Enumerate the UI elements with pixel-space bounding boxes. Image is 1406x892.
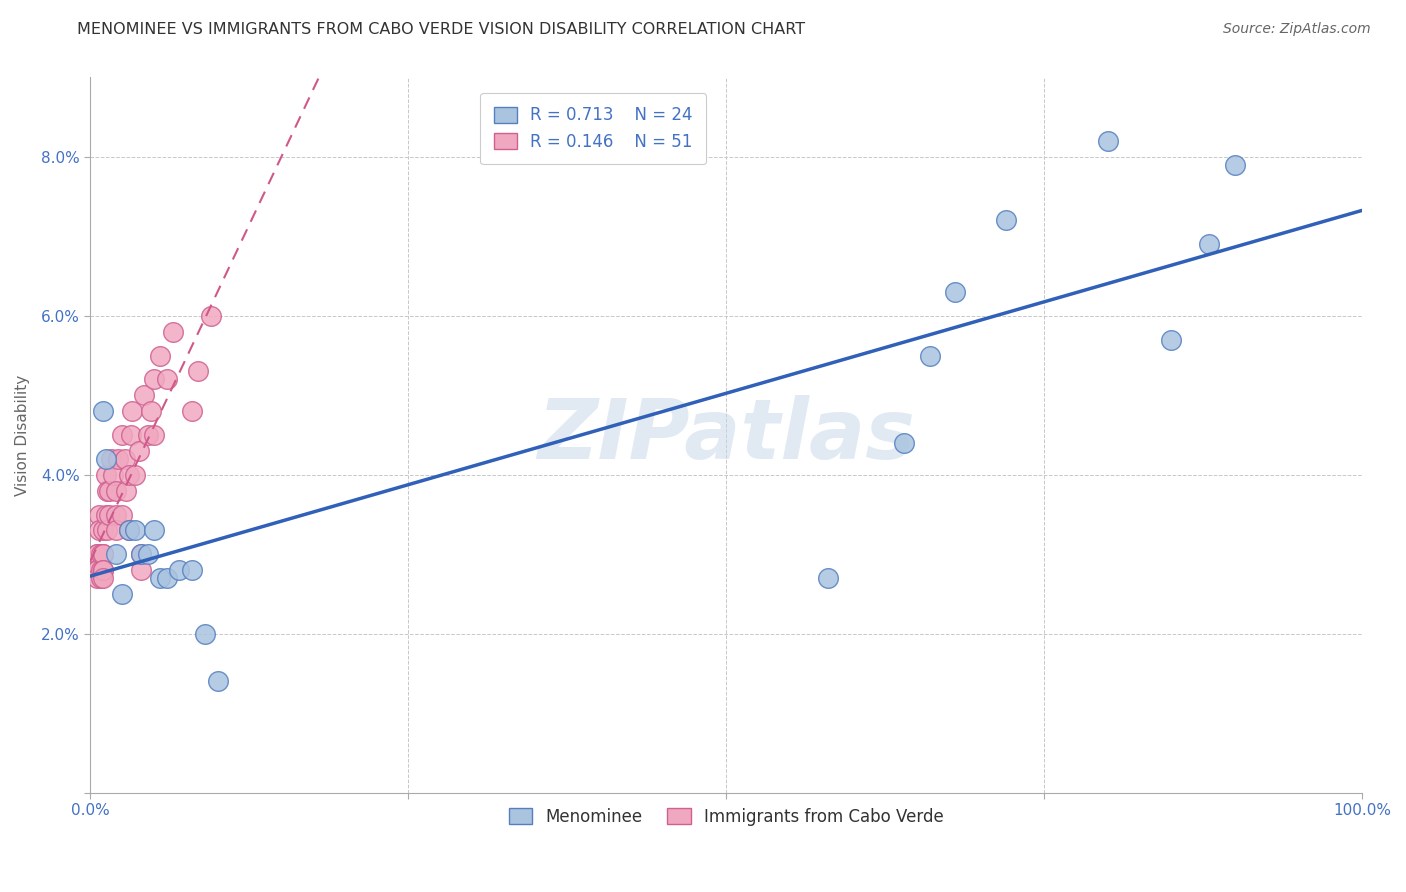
Point: [94, 508, 117, 522]
Point: [91, 571, 114, 585]
Point: [91, 404, 114, 418]
Point: [141, 404, 163, 418]
Point: [162, 325, 184, 339]
Point: [104, 524, 127, 538]
Point: [181, 563, 204, 577]
Point: [136, 547, 159, 561]
Point: [194, 626, 217, 640]
Text: ZIPatlas: ZIPatlas: [537, 394, 915, 475]
Point: [86, 571, 108, 585]
Point: [1097, 134, 1119, 148]
Point: [918, 349, 941, 363]
Point: [103, 467, 125, 482]
Point: [1198, 237, 1220, 252]
Point: [156, 571, 179, 585]
Point: [86, 547, 108, 561]
Point: [98, 508, 121, 522]
Point: [107, 451, 129, 466]
Point: [120, 428, 142, 442]
Point: [114, 451, 136, 466]
Point: [91, 547, 114, 561]
Point: [89, 524, 111, 538]
Point: [98, 483, 121, 498]
Point: [104, 508, 127, 522]
Point: [817, 571, 839, 585]
Point: [104, 483, 127, 498]
Point: [91, 563, 114, 577]
Point: [89, 508, 111, 522]
Legend: Menominee, Immigrants from Cabo Verde: Menominee, Immigrants from Cabo Verde: [501, 800, 952, 834]
Point: [129, 547, 152, 561]
Point: [1223, 158, 1246, 172]
Point: [121, 404, 143, 418]
Point: [111, 428, 134, 442]
Point: [129, 547, 152, 561]
Point: [96, 524, 118, 538]
Text: MENOMINEE VS IMMIGRANTS FROM CABO VERDE VISION DISABILITY CORRELATION CHART: MENOMINEE VS IMMIGRANTS FROM CABO VERDE …: [77, 22, 806, 37]
Point: [181, 404, 204, 418]
Point: [90, 571, 112, 585]
Point: [149, 349, 172, 363]
Point: [187, 364, 209, 378]
Point: [117, 524, 139, 538]
Point: [207, 674, 229, 689]
Point: [86, 563, 108, 577]
Point: [86, 547, 108, 561]
Point: [91, 524, 114, 538]
Point: [132, 388, 155, 402]
Point: [111, 587, 134, 601]
Point: [100, 451, 122, 466]
Point: [94, 467, 117, 482]
Point: [90, 547, 112, 561]
Point: [124, 524, 146, 538]
Point: [94, 451, 117, 466]
Point: [893, 436, 915, 450]
Point: [943, 285, 966, 299]
Point: [96, 483, 118, 498]
Point: [128, 444, 150, 458]
Y-axis label: Vision Disability: Vision Disability: [15, 375, 30, 496]
Point: [169, 563, 191, 577]
Point: [143, 428, 166, 442]
Point: [1160, 333, 1182, 347]
Point: [115, 483, 138, 498]
Point: [117, 524, 139, 538]
Point: [124, 467, 146, 482]
Point: [149, 571, 172, 585]
Point: [86, 563, 108, 577]
Point: [136, 428, 159, 442]
Point: [104, 547, 127, 561]
Point: [143, 372, 166, 386]
Point: [129, 563, 152, 577]
Point: [111, 508, 134, 522]
Point: [156, 372, 179, 386]
Point: [91, 563, 114, 577]
Point: [200, 309, 222, 323]
Point: [91, 547, 114, 561]
Text: Source: ZipAtlas.com: Source: ZipAtlas.com: [1223, 22, 1371, 37]
Point: [90, 563, 112, 577]
Point: [143, 524, 166, 538]
Point: [117, 467, 139, 482]
Point: [994, 213, 1017, 227]
